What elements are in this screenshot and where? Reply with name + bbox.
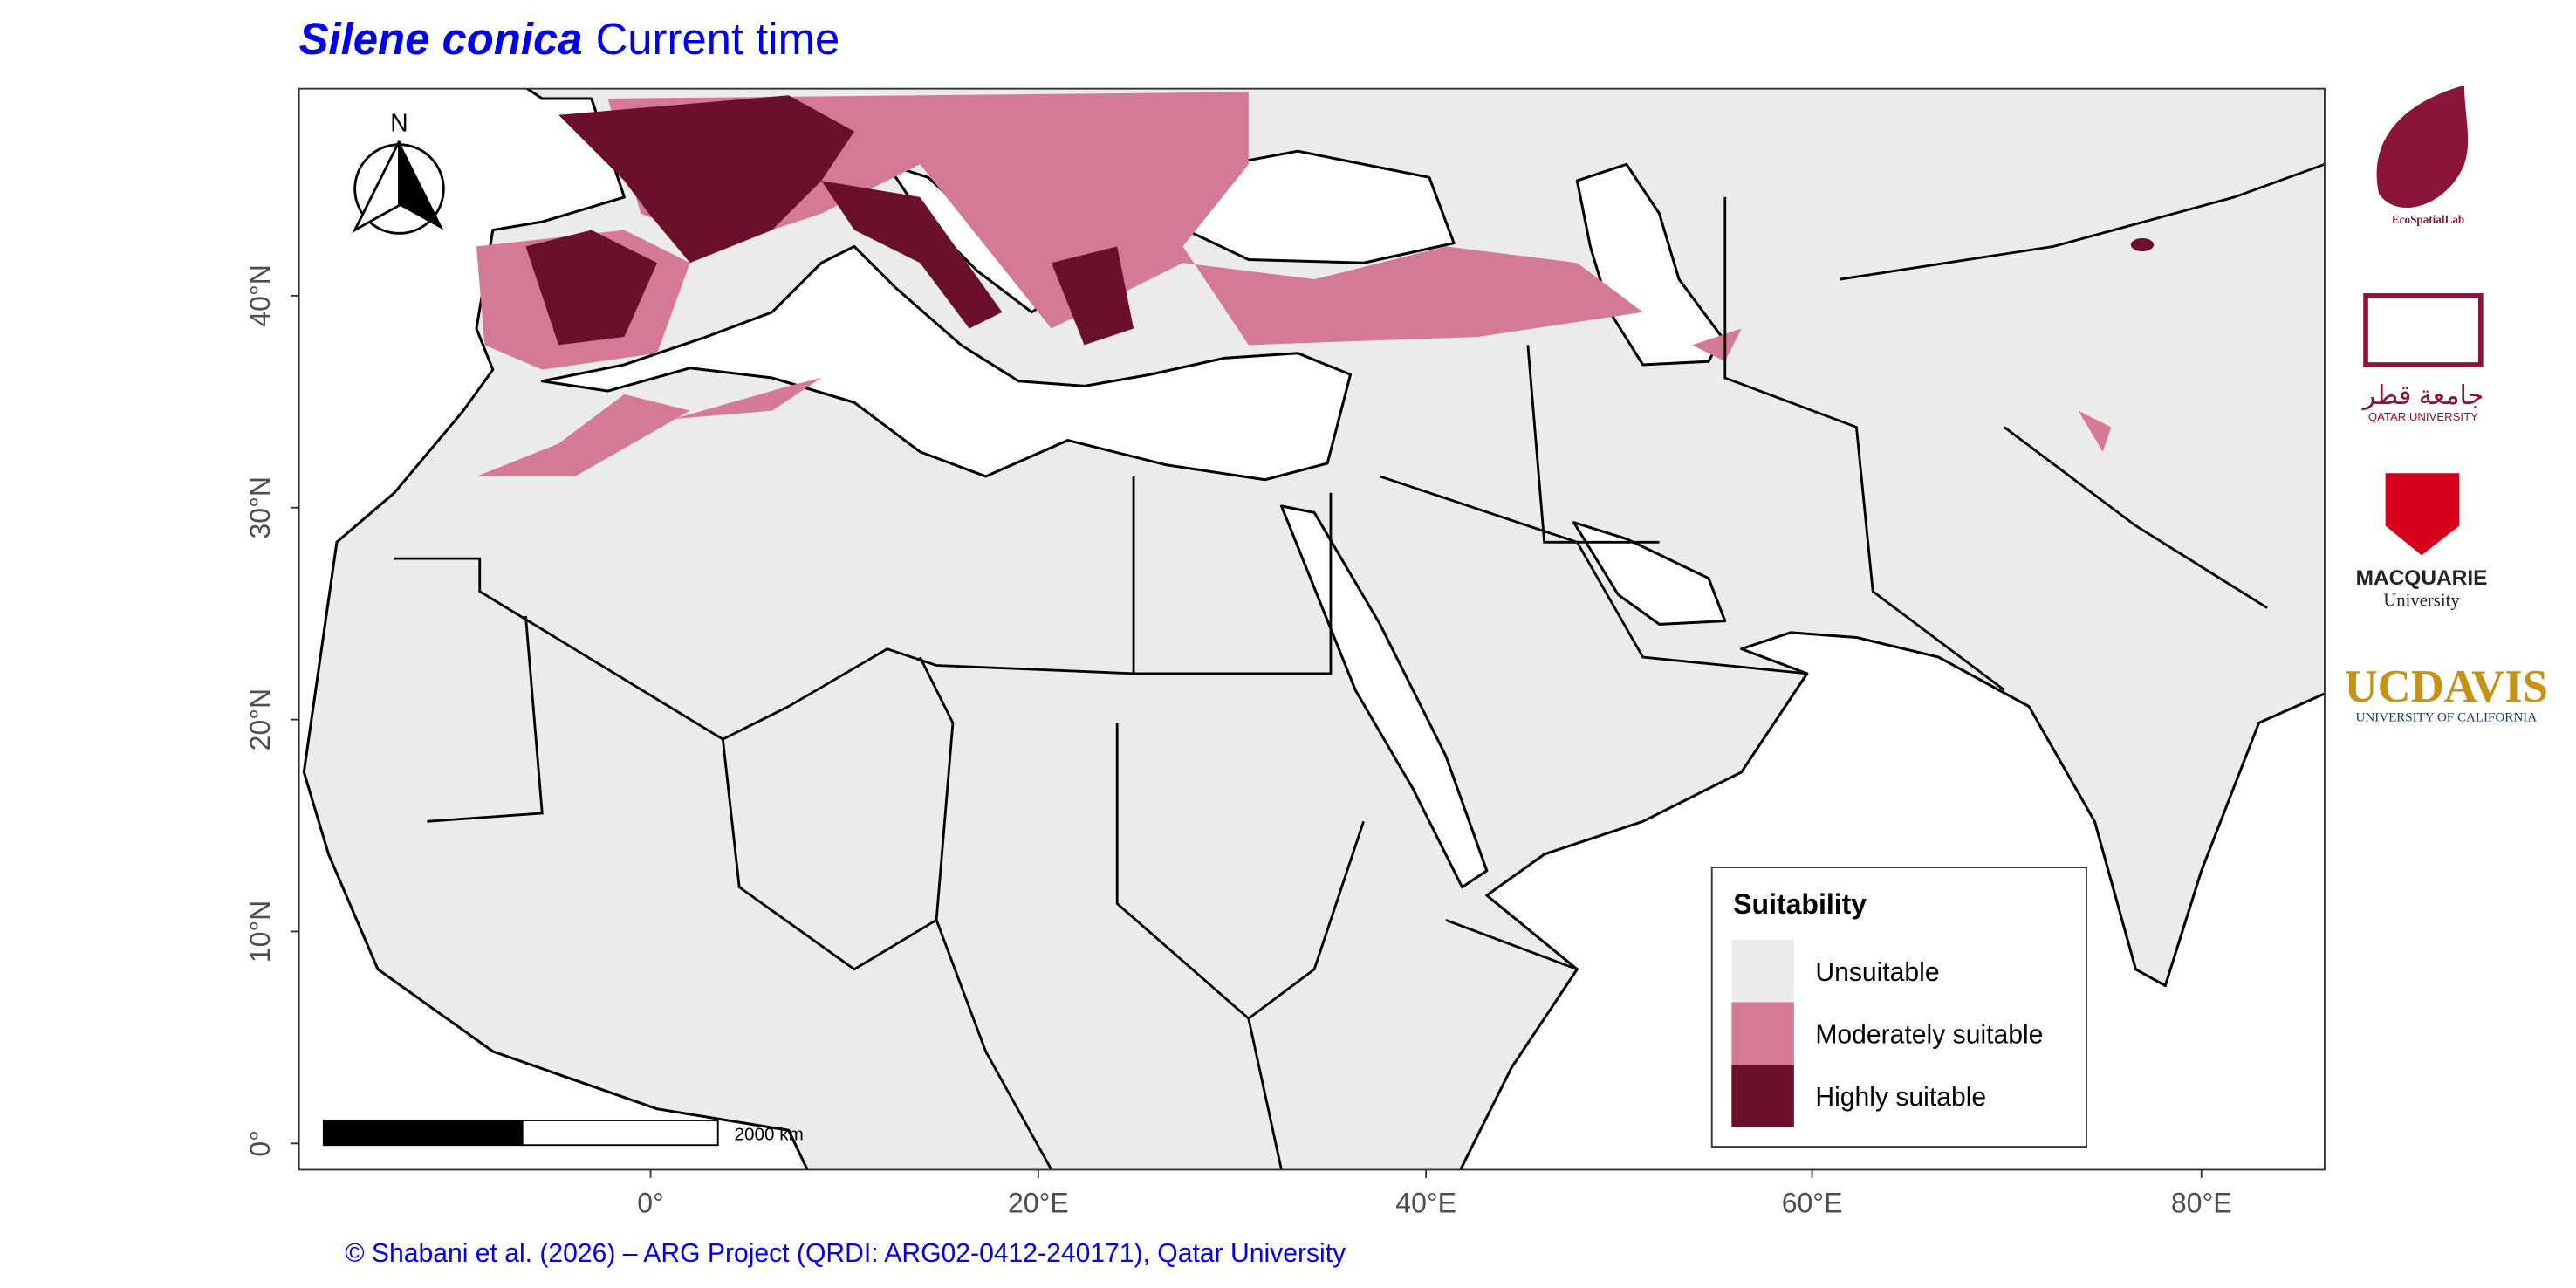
x-tick-label: 20°E <box>1008 1187 1069 1218</box>
x-tick-label: 80°E <box>2171 1187 2232 1218</box>
credit: © Shabani et al. (2026) – ARG Project (Q… <box>345 1239 1346 1268</box>
y-tick-label: 0° <box>244 1130 276 1157</box>
qu-arabic: جامعة قطر <box>2361 381 2484 410</box>
arrow-right <box>399 140 444 230</box>
legend-key <box>1731 939 1794 1003</box>
scale-bar: 2000 km <box>322 1120 804 1147</box>
ucd-sub: UNIVERSITY OF CALIFORNIA <box>2355 710 2537 724</box>
x-tick-label: 60°E <box>1782 1187 1843 1218</box>
ucd-label: UCDAVIS <box>2345 661 2548 712</box>
y-tick-label: 30°N <box>244 476 276 539</box>
x-tick-label: 0° <box>637 1187 664 1218</box>
eco-leaf <box>2376 85 2469 209</box>
map-panel <box>298 88 2325 1170</box>
scale-black <box>322 1120 524 1147</box>
logos: EcoSpatialLab جامعة قطر QATAR UNIVERSITY… <box>2345 85 2548 724</box>
north-label: N <box>390 109 408 137</box>
legend-title: Suitability <box>1733 888 1867 920</box>
species-name: Silene conica <box>299 14 583 64</box>
qu-emblem <box>2363 293 2484 367</box>
mq-sub: University <box>2383 592 2460 611</box>
scale-white <box>521 1120 719 1147</box>
borders <box>394 162 2325 1170</box>
legend-label: Unsuitable <box>1815 958 1939 987</box>
north-arrow: N <box>352 109 445 235</box>
y-tick-label: 20°N <box>244 689 276 751</box>
davis: DAVIS <box>2411 661 2548 712</box>
x-tick-label: 40°E <box>1395 1187 1456 1218</box>
high-suitability <box>525 95 2155 346</box>
y-tick-label: 40°N <box>244 264 276 327</box>
panel-border <box>298 87 2326 1171</box>
legend-label: Moderately suitable <box>1815 1020 2043 1049</box>
mq-label: MACQUARIE <box>2356 566 2488 590</box>
mq-shield <box>2385 473 2460 556</box>
period: Current time <box>596 14 840 64</box>
uc: UC <box>2345 661 2411 712</box>
axes: 0° 20°E 40°E 60°E 80°E 0° 10°N 20°N 30°N 40°N <box>244 264 2232 1218</box>
legend-label: Highly suitable <box>1815 1083 1986 1112</box>
eco-label: EcoSpatialLab <box>2392 213 2464 226</box>
title: Silene conica Current time <box>299 14 840 64</box>
legend-key <box>1731 1064 1794 1127</box>
legend: Suitability Unsuitable Moderately suitabl… <box>1710 867 2087 1148</box>
y-tick-label: 10°N <box>244 901 276 963</box>
qu-label: QATAR UNIVERSITY <box>2368 410 2478 423</box>
legend-key <box>1731 1002 1794 1065</box>
scale-label: 2000 km <box>735 1125 804 1145</box>
